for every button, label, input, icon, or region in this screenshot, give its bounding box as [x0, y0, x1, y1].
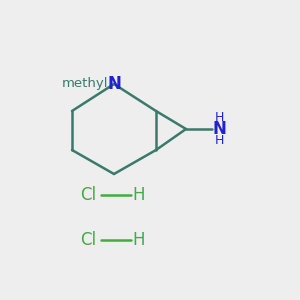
Text: Cl: Cl: [80, 186, 96, 204]
Text: H: H: [132, 186, 145, 204]
Text: Cl: Cl: [80, 231, 96, 249]
Text: methyl: methyl: [61, 77, 108, 91]
Text: H: H: [214, 111, 224, 124]
Text: N: N: [107, 75, 121, 93]
Text: N: N: [213, 120, 227, 138]
Text: H: H: [214, 134, 224, 147]
Text: H: H: [132, 231, 145, 249]
